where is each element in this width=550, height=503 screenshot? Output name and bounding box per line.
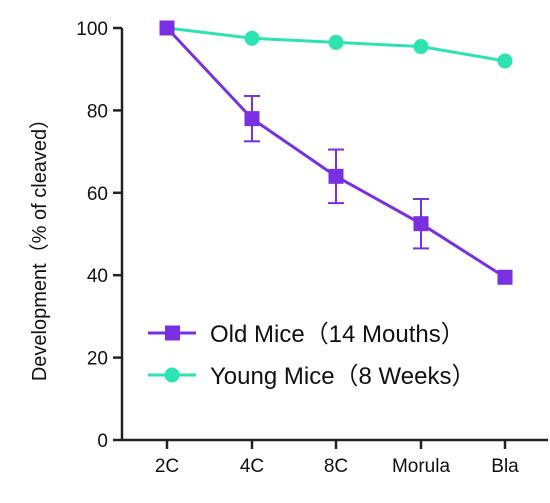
y-tick-label: 0 <box>97 431 108 452</box>
data-point <box>497 53 513 69</box>
y-axis-title-group: Development（% of cleaved） <box>28 109 51 381</box>
x-tick-label: 8C <box>324 456 348 477</box>
legend-swatch-marker <box>165 325 180 341</box>
x-axis-ticks: 2C 4C 8C Morula Bla <box>155 440 519 477</box>
data-point <box>159 20 175 36</box>
series-young-mice <box>159 20 513 69</box>
data-point <box>413 39 429 55</box>
legend-entry: Old Mice（14 Mouths） <box>148 321 465 348</box>
series-layer <box>159 20 513 285</box>
series-old-mice <box>159 20 513 285</box>
data-point <box>328 168 344 184</box>
y-axis-ticks: 0 20 40 60 80 100 <box>76 19 122 452</box>
legend-label: Old Mice（14 Mouths） <box>210 321 465 348</box>
y-tick-label: 80 <box>87 101 108 122</box>
data-point <box>413 216 429 232</box>
data-point <box>244 30 260 46</box>
y-tick-label: 60 <box>87 184 108 205</box>
x-tick-label: 4C <box>240 456 264 477</box>
y-tick-label: 20 <box>87 349 108 370</box>
y-tick-label: 40 <box>87 266 108 287</box>
y-tick-label: 100 <box>76 19 108 40</box>
y-axis-title: Development（% of cleaved） <box>28 109 51 381</box>
legend-entry: Young Mice（8 Weeks） <box>148 363 475 390</box>
legend-swatch-marker <box>164 367 180 383</box>
x-tick-label: Morula <box>392 456 451 477</box>
legend-label: Young Mice（8 Weeks） <box>210 363 475 390</box>
x-tick-label: 2C <box>155 456 179 477</box>
legend: Old Mice（14 Mouths） Young Mice（8 Weeks） <box>148 321 475 390</box>
data-point <box>244 111 260 127</box>
data-point <box>328 34 344 50</box>
x-tick-label: Bla <box>491 456 519 477</box>
data-point <box>497 269 513 285</box>
